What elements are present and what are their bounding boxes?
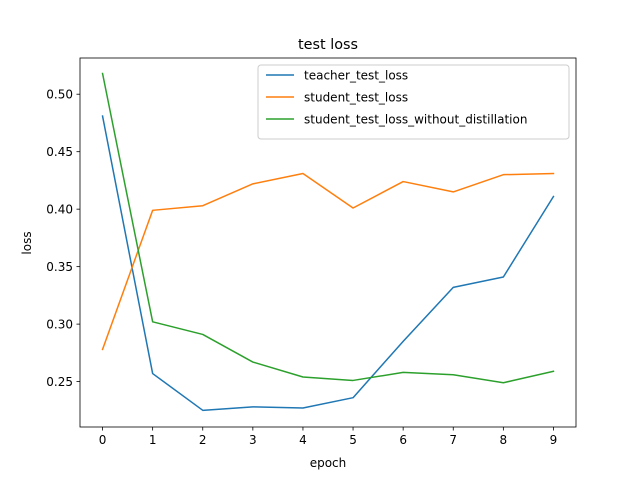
x-tick-label: 6 [399,433,407,447]
chart-title: test loss [298,37,358,53]
series-line-0 [101,115,555,412]
x-tick-label: 5 [349,433,357,447]
x-tick-label: 1 [149,433,157,447]
y-axis-label: loss [20,231,34,254]
y-tick-label: 0.40 [46,202,73,216]
legend: teacher_test_loss student_test_lossstuden… [257,64,570,140]
legend-label-1: student_test_loss [304,90,408,104]
legend-label-2: student_test_loss_without_distillation [304,112,527,126]
x-tick-label: 9 [550,433,558,447]
y-tick-label: 0.25 [46,375,73,389]
x-tick-label: 7 [449,433,457,447]
y-axis-ticks: 0.25 0.30 0.35 0.40 0.45 0.50 [46,88,80,389]
y-tick-label: 0.45 [46,145,73,159]
legend-box [257,64,570,140]
y-tick-label: 0.50 [46,88,73,102]
x-tick-label: 3 [249,433,257,447]
y-tick-label: 0.30 [46,317,73,331]
x-tick-label: 2 [199,433,207,447]
y-tick-label: 0.35 [46,260,73,274]
x-axis-label: epoch [310,456,347,470]
x-tick-label: 8 [500,433,508,447]
x-tick-label: 0 [99,433,107,447]
series-line-2 [101,72,555,384]
x-tick-label: 4 [299,433,307,447]
series-line-1 [101,172,555,351]
x-axis-ticks: 0 1 2 3 4 5 6 7 8 9 [99,427,558,447]
plot-lines [101,72,555,412]
legend-label-0: teacher_test_loss [304,68,408,82]
plot-frame [79,57,577,428]
